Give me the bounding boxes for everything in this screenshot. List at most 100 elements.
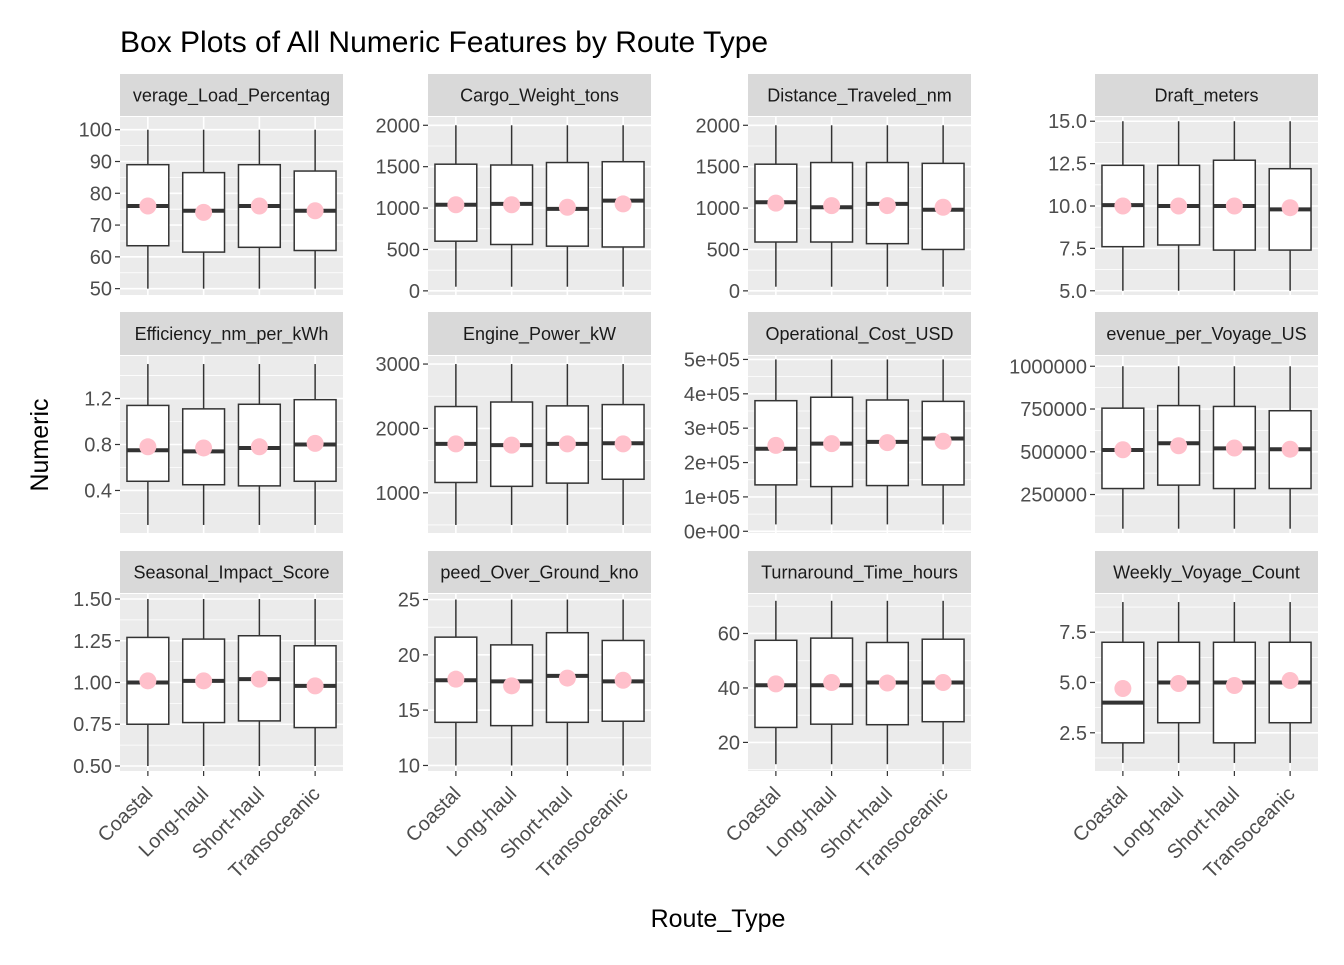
y-tick-label: 1.25 — [73, 631, 112, 653]
facet-strip-label: Weekly_Voyage_Count — [1113, 563, 1300, 584]
mean-point — [558, 198, 576, 216]
y-tick-label: 3e+05 — [684, 418, 740, 440]
y-tick-label: 500000 — [1020, 442, 1087, 464]
mean-point — [139, 197, 157, 215]
facet-strip-label: Turnaround_Time_hours — [761, 563, 958, 584]
mean-point — [306, 677, 324, 695]
mean-point — [614, 435, 632, 453]
y-tick-label: 1000000 — [1009, 356, 1087, 378]
facet-strip-label: Cargo_Weight_tons — [460, 86, 619, 107]
y-tick-label: 12.5 — [1048, 154, 1087, 176]
facet-strip — [748, 312, 971, 355]
mean-point — [250, 438, 268, 456]
y-tick-label: 10.0 — [1048, 196, 1087, 218]
facet-strip-label: evenue_per_Voyage_US — [1106, 324, 1306, 345]
facet-strip — [428, 551, 651, 593]
y-tick-label: 100 — [79, 120, 112, 142]
mean-point — [878, 197, 896, 215]
y-tick-label: 5e+05 — [684, 349, 740, 371]
facet-strip — [120, 551, 343, 593]
mean-point — [1170, 197, 1188, 215]
y-tick-label: 250000 — [1020, 485, 1087, 507]
facet-panel: Engine_Power_kW 1000 2000 3000 — [376, 312, 651, 533]
y-tick-label: 60 — [90, 247, 112, 269]
y-tick-label: 0.75 — [73, 714, 112, 736]
mean-point — [447, 435, 465, 453]
mean-point — [1281, 440, 1299, 458]
facet-strip — [120, 312, 343, 355]
mean-point — [1114, 197, 1132, 215]
y-tick-label: 4e+05 — [684, 384, 740, 406]
mean-point — [1225, 439, 1243, 457]
mean-point — [934, 674, 952, 691]
mean-point — [447, 670, 465, 688]
facet-panel: Turnaround_Time_hours204060CoastalLong-h… — [718, 551, 971, 883]
facet-panel: Cargo_Weight_tons 0 500 1000 1500 2000 — [376, 74, 651, 303]
y-tick-label: 2000 — [696, 115, 741, 137]
facet-panel: Distance_Traveled_nm 0 500 1000 1500 2000 — [696, 74, 971, 303]
facet-strip — [428, 74, 651, 116]
y-tick-label: 25 — [398, 590, 420, 612]
facet-strip-label: Operational_Cost_USD — [765, 324, 953, 345]
y-tick-label: 2000 — [376, 418, 421, 440]
facet-panel: Operational_Cost_USD 0e+00 1e+05 2e+05 3e+05… — [684, 312, 971, 543]
y-tick-label: 2e+05 — [684, 453, 740, 475]
y-tick-label: 1000 — [376, 483, 421, 505]
mean-point — [558, 435, 576, 453]
mean-point — [767, 194, 785, 212]
y-tick-label: 1e+05 — [684, 487, 740, 509]
facet-panel: verage_Load_Percentag 50 60 70 80 90 100 — [79, 74, 343, 301]
y-tick-label: 7.5 — [1059, 238, 1087, 260]
facet-panel: Weekly_Voyage_Count2.55.07.5CoastalLong-… — [1059, 551, 1318, 883]
y-tick-label: 20 — [398, 645, 420, 667]
mean-point — [1114, 680, 1132, 698]
mean-point — [139, 672, 157, 690]
facet-strip — [120, 74, 343, 116]
y-tick-label: 5.0 — [1059, 281, 1087, 303]
mean-point — [767, 436, 785, 454]
mean-point — [614, 195, 632, 213]
y-tick-label: 500 — [387, 239, 420, 261]
facet-strip — [748, 74, 971, 116]
y-tick-label: 15 — [398, 700, 420, 722]
facet-strip — [748, 551, 971, 593]
y-tick-label: 15.0 — [1048, 111, 1087, 133]
mean-point — [1225, 677, 1243, 695]
facet-strip-label: Draft_meters — [1154, 86, 1258, 107]
facet-strip-label: Engine_Power_kW — [463, 324, 616, 345]
y-tick-label: 0 — [729, 281, 740, 303]
mean-point — [558, 669, 576, 687]
mean-point — [139, 438, 157, 456]
chart-title: Box Plots of All Numeric Features by Rou… — [120, 26, 768, 59]
y-tick-label: 750000 — [1020, 399, 1087, 421]
mean-point — [614, 671, 632, 689]
y-tick-label: 5.0 — [1059, 673, 1087, 695]
facet-panel: Draft_meters 5.0 7.5 10.0 12.5 15.0 — [1048, 74, 1318, 303]
mean-point — [306, 434, 324, 452]
y-tick-label: 7.5 — [1059, 622, 1087, 644]
y-tick-label: 40 — [718, 678, 740, 700]
y-tick-label: 1.2 — [84, 389, 112, 411]
y-tick-label: 70 — [90, 215, 112, 237]
y-tick-label: 0 — [409, 281, 420, 303]
mean-point — [1170, 437, 1188, 455]
y-tick-label: 0.8 — [84, 435, 112, 457]
mean-point — [934, 432, 952, 450]
y-tick-label: 1.50 — [73, 589, 112, 611]
mean-point — [503, 436, 521, 454]
box-iqr — [1156, 404, 1201, 486]
mean-point — [1114, 441, 1132, 459]
mean-point — [250, 197, 268, 215]
mean-point — [878, 674, 896, 692]
facet-panel: peed_Over_Ground_kno10152025CoastalLong-… — [398, 551, 651, 883]
mean-point — [1281, 671, 1299, 689]
facet-strip-label: peed_Over_Ground_kno — [440, 563, 638, 584]
y-tick-label: 10 — [398, 755, 420, 777]
facet-strip — [1095, 551, 1318, 593]
x-axis-title: Route_Type — [651, 905, 786, 933]
mean-point — [767, 675, 785, 693]
y-tick-label: 80 — [90, 183, 112, 205]
y-tick-label: 0e+00 — [684, 521, 740, 543]
mean-point — [447, 196, 465, 214]
